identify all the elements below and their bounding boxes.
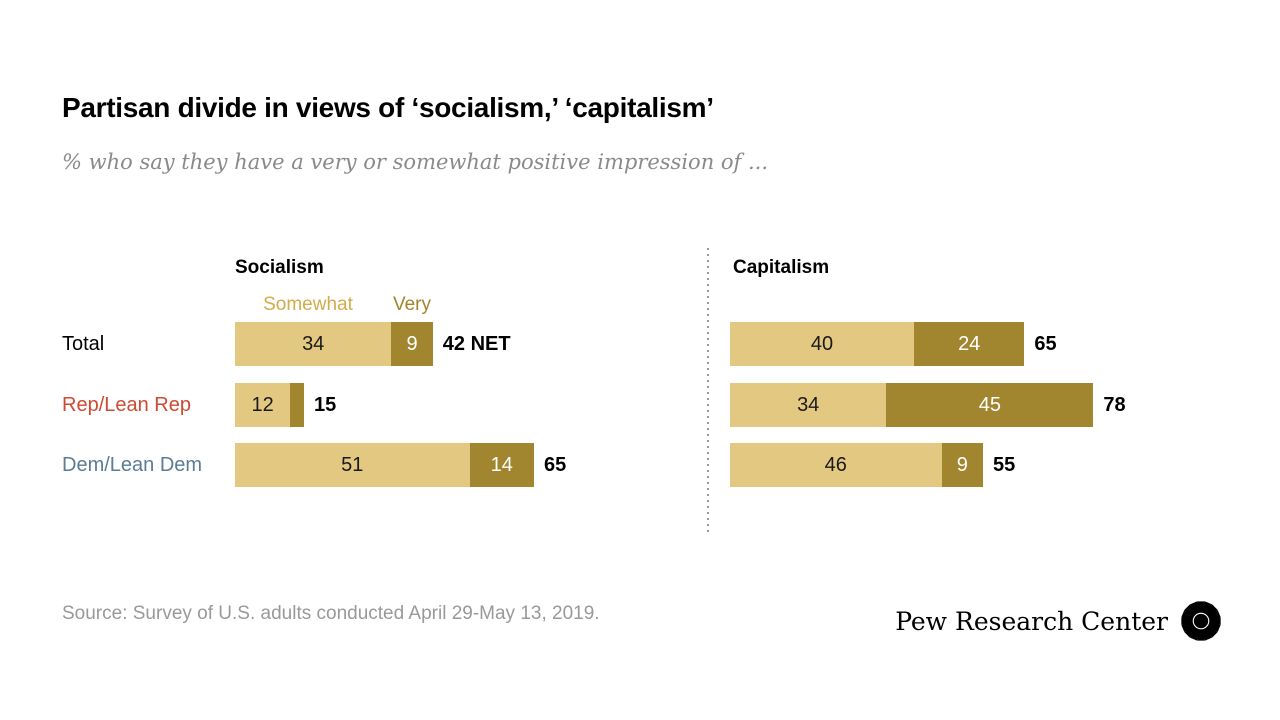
brand-wordmark: Pew Research Center [895,606,1168,636]
net-value: 15 [313,393,337,416]
bar-segment-somewhat: 40 [730,322,914,366]
chart-title: Partisan divide in views of ‘socialism,’… [62,92,714,123]
bar-segment-very: 9 [941,443,983,487]
brand: Pew Research Center [895,598,1224,644]
bar-row-socialism-dem-lean-dem: 51 14 65 [235,443,566,487]
source-note: Source: Survey of U.S. adults conducted … [62,603,600,624]
panel-title-capitalism: Capitalism [733,257,830,278]
bar-segment-somewhat: 34 [235,322,392,366]
net-value: 78 [1103,393,1126,416]
net-value: 65 [543,453,567,476]
bar-segment-somewhat: 46 [730,443,942,487]
bar-segment-somewhat: 51 [235,443,470,487]
bar-row-socialism-rep-lean-rep: 12 15 [235,383,336,427]
net-value: 42 NET [442,332,511,355]
bar-segment-very: 45 [886,383,1094,427]
bar-row-capitalism-rep-lean-rep: 34 45 78 [730,383,1126,427]
bar-segment-very: 14 [469,443,534,487]
panel-title-socialism: Socialism [235,257,324,278]
bar-segment-very [290,383,304,427]
bar-segment-somewhat: 34 [730,383,887,427]
bar-segment-very: 9 [391,322,433,366]
net-value: 65 [1034,332,1057,355]
bar-row-capitalism-dem-lean-dem: 46 9 55 [730,443,1015,487]
bar-segment-somewhat: 12 [235,383,291,427]
pew-starburst-icon [1181,601,1221,641]
category-label-total: Total [62,332,105,355]
bar-segment-very: 24 [914,322,1025,366]
bar-row-capitalism-total: 40 24 65 [730,322,1057,366]
legend-label-somewhat: Somewhat [263,294,353,315]
category-label-dem-lean-dem: Dem/Lean Dem [62,453,203,476]
category-label-rep-lean-rep: Rep/Lean Rep [62,393,191,416]
legend-label-very: Very [392,294,432,315]
net-value: 55 [992,453,1016,476]
bar-row-socialism-total: 34 9 42 NET [235,322,511,366]
chart-subtitle: % who say they have a very or somewhat p… [62,150,769,174]
panel-divider [707,248,709,532]
